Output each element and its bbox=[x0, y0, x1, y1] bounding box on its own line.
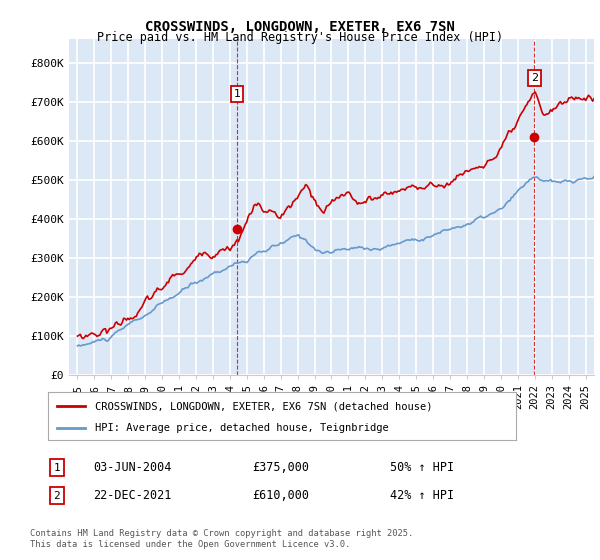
Text: CROSSWINDS, LONGDOWN, EXETER, EX6 7SN: CROSSWINDS, LONGDOWN, EXETER, EX6 7SN bbox=[145, 20, 455, 34]
Text: 2: 2 bbox=[530, 73, 538, 83]
Text: 03-JUN-2004: 03-JUN-2004 bbox=[93, 461, 172, 474]
Text: Price paid vs. HM Land Registry's House Price Index (HPI): Price paid vs. HM Land Registry's House … bbox=[97, 31, 503, 44]
Text: £375,000: £375,000 bbox=[252, 461, 309, 474]
Text: 42% ↑ HPI: 42% ↑ HPI bbox=[390, 489, 454, 502]
Text: HPI: Average price, detached house, Teignbridge: HPI: Average price, detached house, Teig… bbox=[95, 423, 389, 433]
Text: 50% ↑ HPI: 50% ↑ HPI bbox=[390, 461, 454, 474]
Text: 1: 1 bbox=[53, 463, 61, 473]
Text: 22-DEC-2021: 22-DEC-2021 bbox=[93, 489, 172, 502]
Text: 1: 1 bbox=[233, 89, 241, 99]
Text: CROSSWINDS, LONGDOWN, EXETER, EX6 7SN (detached house): CROSSWINDS, LONGDOWN, EXETER, EX6 7SN (d… bbox=[95, 402, 432, 411]
Text: £610,000: £610,000 bbox=[252, 489, 309, 502]
Text: Contains HM Land Registry data © Crown copyright and database right 2025.
This d: Contains HM Land Registry data © Crown c… bbox=[30, 529, 413, 549]
Text: 2: 2 bbox=[53, 491, 61, 501]
